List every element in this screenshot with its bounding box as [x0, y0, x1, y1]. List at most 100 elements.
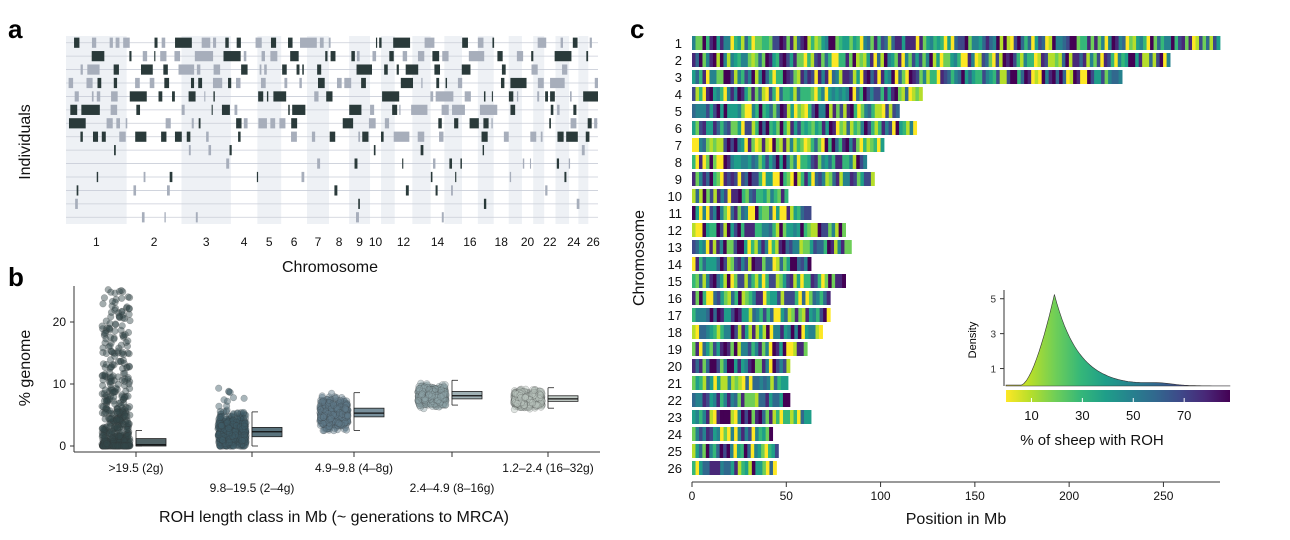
roh-cell — [776, 104, 781, 118]
data-point — [225, 438, 233, 446]
roh-cell — [716, 291, 721, 305]
roh-cell — [737, 342, 742, 356]
roh-cell — [1160, 36, 1165, 50]
roh-cell — [695, 427, 700, 441]
roh-cell — [720, 104, 725, 118]
roh-cell — [720, 427, 724, 441]
roh-cell — [737, 104, 742, 118]
roh-cell — [842, 155, 847, 169]
roh-cell — [1178, 36, 1182, 50]
roh-segment — [196, 64, 201, 75]
roh-cell — [758, 393, 763, 407]
roh-cell — [747, 70, 752, 84]
roh-cell — [752, 308, 757, 322]
roh-cell — [762, 104, 767, 118]
chromosome-label: 24 — [668, 427, 682, 442]
roh-cell — [768, 342, 773, 356]
roh-cell — [706, 376, 711, 390]
roh-cell — [712, 70, 717, 84]
roh-cell — [695, 274, 700, 288]
roh-cell — [835, 274, 840, 288]
roh-cell — [730, 393, 735, 407]
roh-cell — [754, 70, 759, 84]
roh-cell — [747, 359, 752, 373]
roh-cell — [751, 87, 756, 101]
roh-cell — [810, 36, 815, 50]
data-point — [117, 438, 125, 446]
roh-cell — [849, 70, 854, 84]
roh-cell — [727, 257, 731, 271]
data-point — [118, 432, 126, 440]
roh-segment — [229, 145, 232, 156]
roh-cell — [716, 427, 721, 441]
data-point — [225, 424, 233, 432]
roh-cell — [748, 410, 752, 424]
roh-cell — [758, 104, 763, 118]
roh-cell — [791, 291, 796, 305]
data-point — [107, 386, 115, 394]
roh-cell — [762, 172, 767, 186]
data-point — [113, 442, 121, 450]
roh-cell — [961, 36, 966, 50]
roh-cell — [720, 308, 725, 322]
roh-cell — [817, 53, 822, 67]
data-point — [98, 372, 106, 380]
roh-cell — [712, 223, 717, 237]
roh-cell — [764, 444, 769, 458]
data-point — [101, 372, 109, 380]
roh-cell — [782, 359, 787, 373]
roh-cell — [744, 274, 749, 288]
data-point — [126, 440, 134, 448]
roh-cell — [740, 36, 745, 50]
roh-segment — [86, 77, 93, 89]
roh-segment — [483, 91, 486, 102]
roh-cell — [730, 308, 735, 322]
roh-cell — [1020, 36, 1025, 50]
chromosome-tick-label: 16 — [463, 235, 477, 249]
roh-cell — [706, 104, 710, 118]
roh-cell — [796, 342, 801, 356]
chromosome-label: 20 — [668, 359, 682, 374]
roh-cell — [847, 240, 852, 254]
roh-cell — [782, 274, 787, 288]
roh-cell — [817, 223, 822, 237]
data-point — [101, 425, 109, 433]
roh-cell — [784, 189, 789, 203]
roh-cell — [734, 257, 738, 271]
roh-cell — [773, 325, 778, 339]
x-tick-label: 0 — [689, 489, 696, 503]
roh-segment — [557, 131, 564, 142]
roh-cell — [779, 36, 784, 50]
data-point — [114, 309, 122, 317]
data-point — [414, 397, 422, 405]
roh-cell — [723, 342, 728, 356]
chromosome-label: 12 — [668, 223, 682, 238]
roh-cell — [1003, 70, 1008, 84]
data-point — [101, 415, 109, 423]
roh-cell — [786, 36, 791, 50]
roh-cell — [772, 104, 777, 118]
roh-cell — [768, 53, 773, 67]
roh-cell — [769, 104, 774, 118]
roh-segment — [270, 51, 278, 62]
roh-cell — [803, 36, 808, 50]
roh-segment — [482, 145, 485, 156]
roh-cell — [1216, 36, 1221, 50]
roh-cell — [747, 393, 752, 407]
roh-cell — [775, 359, 780, 373]
data-point — [105, 387, 113, 395]
roh-cell — [692, 410, 696, 424]
roh-cell — [744, 53, 749, 67]
roh-segment — [241, 64, 248, 75]
roh-cell — [1020, 53, 1024, 67]
roh-cell — [771, 444, 776, 458]
roh-cell — [779, 70, 784, 84]
roh-cell — [799, 240, 804, 254]
roh-segment — [516, 51, 524, 62]
roh-cell — [796, 155, 801, 169]
roh-segment — [125, 118, 128, 129]
roh-cell — [702, 121, 707, 135]
roh-cell — [1017, 70, 1022, 84]
data-point — [124, 419, 132, 427]
roh-segment — [375, 37, 378, 48]
